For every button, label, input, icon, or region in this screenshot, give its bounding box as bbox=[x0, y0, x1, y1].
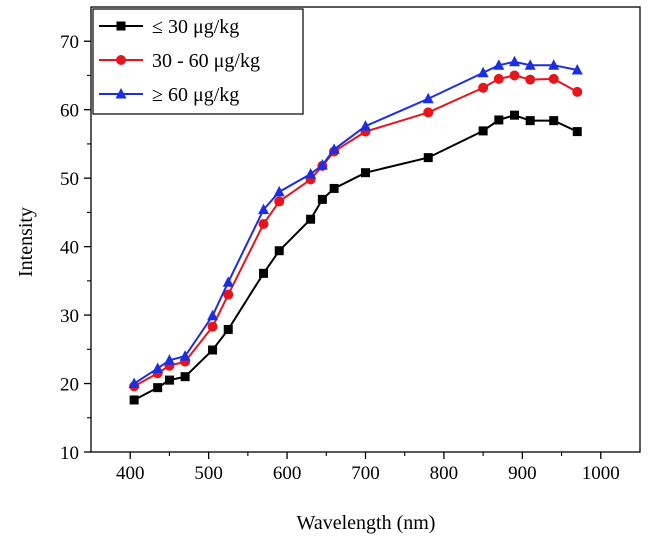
series-1-point bbox=[423, 153, 433, 163]
series-3-point bbox=[360, 120, 371, 131]
series-2-point bbox=[493, 73, 504, 84]
series-3-point bbox=[422, 92, 434, 104]
series-1-point bbox=[317, 194, 327, 204]
x-tick-label: 600 bbox=[273, 463, 302, 484]
series-3-point bbox=[328, 143, 340, 154]
series-1-point bbox=[223, 324, 233, 334]
series-1-point bbox=[361, 168, 370, 178]
series-2-point bbox=[223, 289, 234, 300]
series-2-point bbox=[548, 73, 559, 84]
axes: 400 500 600 700 800 900 1000 10 20 30 40 50 60 70 bbox=[60, 6, 641, 484]
series-3-point bbox=[316, 159, 328, 170]
series-1-point bbox=[525, 116, 535, 126]
series-3-point bbox=[477, 66, 489, 78]
y-tick-label: 10 bbox=[60, 443, 79, 464]
series-2-point bbox=[258, 219, 269, 230]
legend-swatch-marker bbox=[115, 88, 127, 99]
series-group bbox=[128, 55, 583, 405]
series-1-point bbox=[208, 345, 218, 355]
x-tick-label: 800 bbox=[430, 463, 459, 484]
y-tick-label: 30 bbox=[60, 306, 79, 327]
y-tick-label: 20 bbox=[60, 375, 79, 396]
legend-label: ≥ 60 μg/kg bbox=[152, 84, 239, 106]
y-axis-label: Intensity bbox=[15, 207, 37, 277]
legend-swatch-marker bbox=[116, 55, 126, 65]
legend-label: 30 - 60 μg/kg bbox=[152, 50, 260, 72]
series-2-point bbox=[572, 86, 583, 97]
series-1-point bbox=[478, 126, 488, 136]
series-1 bbox=[129, 110, 582, 405]
series-1-point bbox=[153, 383, 163, 393]
x-tick-label: 1000 bbox=[582, 463, 620, 484]
series-1-point bbox=[549, 116, 559, 126]
series-1-point bbox=[329, 183, 339, 193]
series-1-point bbox=[129, 395, 139, 405]
series-1-point bbox=[180, 372, 190, 382]
series-3-point bbox=[571, 63, 583, 75]
series-2-line bbox=[133, 74, 578, 388]
series-1-point bbox=[510, 110, 520, 120]
series-3 bbox=[128, 55, 583, 389]
series-1-point bbox=[274, 246, 284, 256]
series-1-line bbox=[133, 114, 578, 401]
legend-label: ≤ 30 μg/kg bbox=[152, 16, 239, 38]
series-3-point bbox=[152, 362, 164, 373]
series-1-point bbox=[572, 127, 582, 137]
legend: ≤ 30 μg/kg 30 - 60 μg/kg ≥ 60 μg/kg bbox=[92, 8, 304, 115]
series-3-point bbox=[222, 276, 234, 287]
series-2-point bbox=[509, 70, 520, 81]
series-3-point bbox=[258, 203, 270, 215]
y-tick-label: 50 bbox=[60, 169, 79, 190]
x-axis-label: Wavelength (nm) bbox=[297, 512, 436, 534]
series-3-point bbox=[273, 185, 285, 197]
series-3-point bbox=[179, 350, 191, 361]
x-tick-label: 700 bbox=[351, 463, 380, 484]
series-3-point bbox=[524, 59, 536, 70]
series-3-point bbox=[493, 59, 505, 70]
y-tick-label: 40 bbox=[60, 238, 79, 259]
series-2-point bbox=[478, 82, 489, 93]
series-2-point bbox=[525, 74, 536, 85]
x-tick-label: 500 bbox=[194, 463, 223, 484]
series-2-point bbox=[207, 321, 218, 332]
y-tick-label: 60 bbox=[60, 101, 79, 122]
series-3-point bbox=[305, 168, 317, 179]
series-3-point bbox=[548, 59, 560, 70]
series-1-point bbox=[164, 375, 174, 385]
series-2-point bbox=[274, 196, 285, 207]
series-3-point bbox=[163, 354, 175, 365]
legend-swatch-marker bbox=[116, 21, 126, 31]
series-1-point bbox=[306, 214, 316, 224]
y-tick-label: 70 bbox=[60, 32, 79, 53]
series-2-point bbox=[423, 107, 434, 118]
x-tick-label: 400 bbox=[116, 463, 145, 484]
series-1-point bbox=[494, 115, 504, 125]
x-tick-label: 900 bbox=[508, 463, 537, 484]
series-3-point bbox=[509, 55, 521, 67]
series-3-point bbox=[128, 377, 140, 389]
series-1-point bbox=[259, 268, 269, 278]
series-3-point bbox=[207, 309, 219, 321]
